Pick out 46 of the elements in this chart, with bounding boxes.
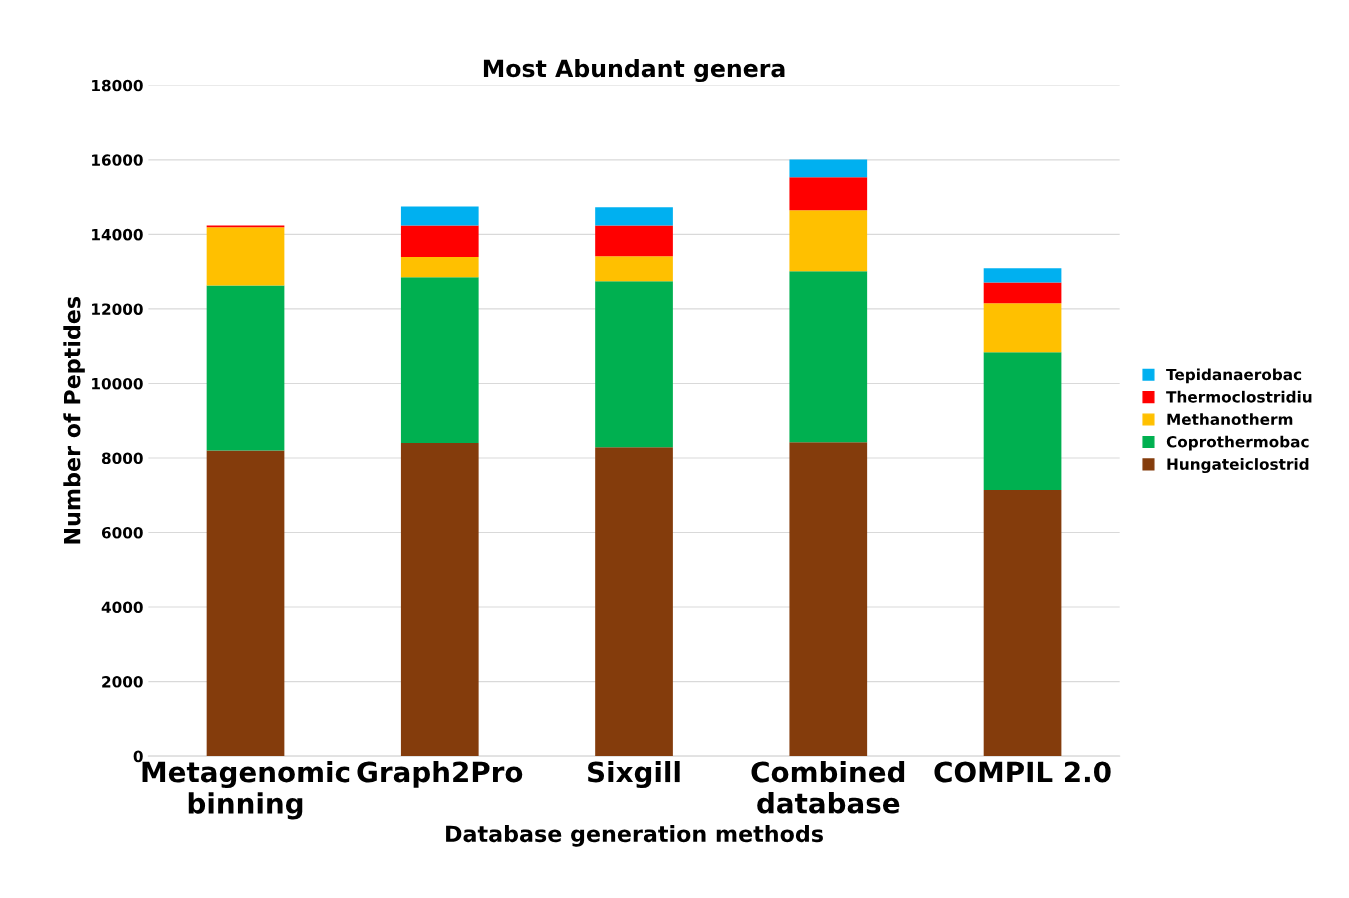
y-tick-label: 6000 xyxy=(101,526,143,539)
y-axis-title: Number of Peptides xyxy=(63,296,85,544)
bar xyxy=(206,227,285,286)
bar xyxy=(595,225,673,257)
bar xyxy=(789,177,868,211)
bar xyxy=(789,159,868,178)
bar xyxy=(789,210,868,272)
bar xyxy=(983,303,1062,353)
bar xyxy=(789,442,868,757)
legend-label: Tepidanaerobac xyxy=(1166,368,1302,384)
bar xyxy=(983,490,1062,757)
bar xyxy=(400,225,479,258)
y-tick-label: 10000 xyxy=(92,377,143,390)
bar xyxy=(983,352,1062,491)
y-tick-label: 2000 xyxy=(102,676,143,688)
x-tick-label: Graph2Pro xyxy=(357,760,523,788)
x-tick-label: Metagenomic binning xyxy=(142,760,350,820)
y-tick-label: 0 xyxy=(133,750,143,763)
bar xyxy=(400,443,479,757)
bar xyxy=(400,206,479,226)
bar xyxy=(595,281,673,448)
chart-title: Most Abundant genera xyxy=(483,59,785,83)
bar xyxy=(789,271,868,443)
y-tick-label: 4000 xyxy=(101,601,143,614)
bar xyxy=(595,256,673,282)
y-tick-label: 14000 xyxy=(92,228,143,241)
bar xyxy=(983,268,1062,283)
y-tick-label: 18000 xyxy=(92,79,143,92)
bar xyxy=(206,450,285,757)
x-axis-title: Database generation methods xyxy=(446,824,823,847)
y-tick-label: 16000 xyxy=(92,154,143,166)
bar xyxy=(400,257,479,278)
x-tick-label: COMPIL 2.0 xyxy=(934,761,1111,783)
bar xyxy=(206,285,285,451)
bar xyxy=(595,207,673,226)
bar xyxy=(400,277,479,444)
x-tick-label: Sixgill xyxy=(588,760,680,789)
bar xyxy=(983,282,1062,304)
legend-label: Coprothermobac xyxy=(1166,435,1309,451)
y-tick-label: 12000 xyxy=(92,303,143,315)
bar xyxy=(595,447,673,757)
y-tick-label: 8000 xyxy=(101,452,143,464)
legend-label: Methanotherm xyxy=(1167,413,1293,426)
legend-label: Hungateiclostrid xyxy=(1167,458,1309,474)
x-tick-label: Combined database xyxy=(751,760,905,814)
legend-label: Thermoclostridiu xyxy=(1166,390,1312,403)
